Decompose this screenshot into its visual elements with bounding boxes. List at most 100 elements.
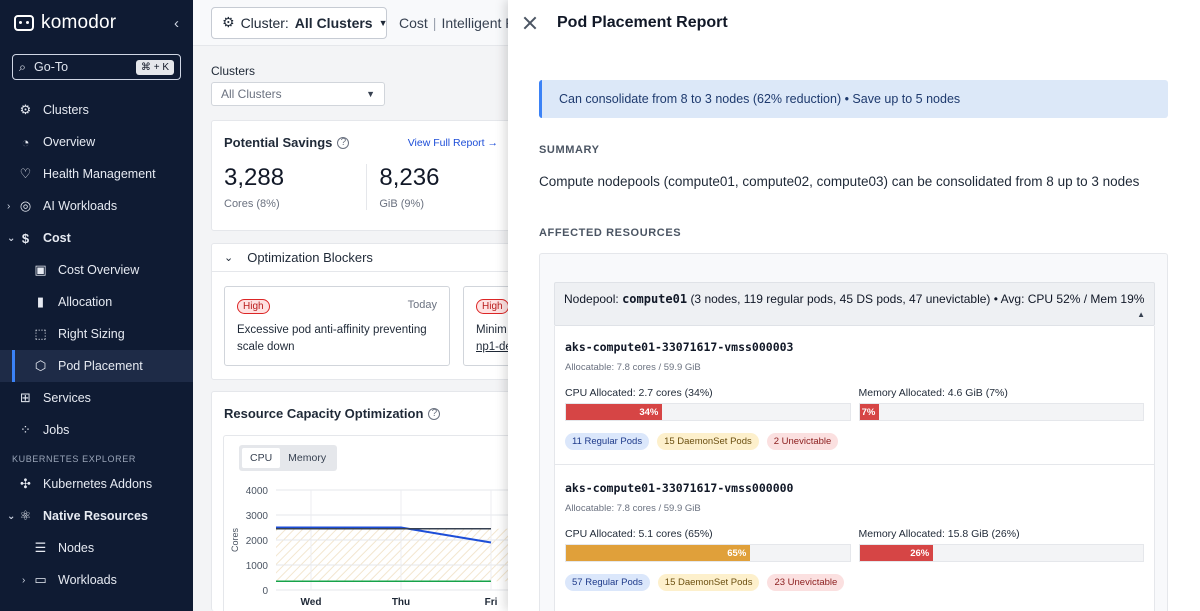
blocker-date: Today: [407, 299, 437, 311]
y-tick-label: 4000: [246, 486, 269, 497]
memory-bar-track: 7%: [858, 403, 1144, 421]
sidebar-item-cost-overview[interactable]: ▣ Cost Overview: [0, 254, 193, 286]
sidebar-item-cost[interactable]: ⌄ $ Cost: [0, 222, 193, 254]
komodor-logo[interactable]: komodor: [14, 12, 116, 34]
logo-text: komodor: [41, 12, 117, 33]
blocker-text: Excessive pod anti-affinity preventing s…: [237, 324, 427, 353]
cpu-allocation: CPU Allocated: 5.1 cores (65%) 65%: [565, 528, 851, 562]
sidebar-item-label: Native Resources: [43, 509, 148, 523]
gib-metric: 8,236 GiB (9%): [366, 164, 508, 210]
network-icon: ⚛: [19, 508, 32, 523]
blocker-card[interactable]: High Minim np1-de: [463, 286, 508, 366]
capacity-chart-container: CPU Memory 4000 3000 2000 1000 0 Cores Wed Thu F…: [223, 435, 508, 611]
sidebar-item-label: Right Sizing: [58, 327, 125, 341]
sidebar-item-health-management[interactable]: ♡ Health Management: [0, 158, 193, 190]
sidebar-header: komodor ‹: [0, 0, 193, 46]
sidebar-item-services[interactable]: ⊞ Services: [0, 382, 193, 414]
panel-title: Pod Placement Report: [557, 14, 728, 31]
chevron-down-icon[interactable]: ⌄: [7, 510, 16, 522]
breadcrumb-cost[interactable]: Cost: [399, 14, 428, 31]
severity-badge: High: [476, 299, 508, 314]
pod-placement-report-panel: Pod Placement Report Can consolidate fro…: [508, 0, 1200, 611]
sidebar-item-native-resources[interactable]: ⌄ ⚛ Native Resources: [0, 500, 193, 532]
cluster-selector[interactable]: ⚙ Cluster: All Clusters ▼: [211, 6, 388, 39]
close-icon[interactable]: [523, 16, 537, 30]
memory-bar-track: 26%: [858, 544, 1144, 562]
tab-memory[interactable]: Memory: [288, 452, 327, 464]
nodepool-details: (3 nodes, 119 regular pods, 45 DS pods, …: [690, 292, 1145, 306]
chevron-down-icon[interactable]: ⌄: [224, 252, 234, 264]
chevron-right-icon[interactable]: ›: [7, 200, 11, 212]
help-icon[interactable]: ?: [337, 136, 350, 149]
nodepool-nodes: aks-compute01-33071617-vmss000003 Alloca…: [554, 326, 1155, 611]
globe-icon: ◎: [19, 198, 32, 213]
cpu-allocation: CPU Allocated: 2.7 cores (34%) 34%: [565, 387, 851, 421]
resource-toggle: CPU Memory: [239, 445, 338, 471]
chevron-down-icon[interactable]: ⌄: [7, 232, 16, 244]
x-tick-label: Wed: [301, 597, 322, 608]
y-tick-label: 2000: [246, 536, 269, 547]
sidebar-item-workloads[interactable]: › ▭ Workloads: [0, 564, 193, 596]
sidebar-item-right-sizing[interactable]: ⬚ Right Sizing: [0, 318, 193, 350]
summary-text: Compute nodepools (compute01, compute02,…: [539, 174, 1140, 189]
cube-icon: ⬡: [34, 358, 47, 373]
sidebar-item-label: Services: [43, 391, 91, 405]
cores-label: Cores (8%): [224, 198, 280, 210]
grid-icon: ⊞: [20, 390, 31, 405]
sidebar-item-label: Health Management: [43, 167, 156, 181]
y-tick-label: 1000: [246, 561, 269, 572]
sidebar-item-label: Nodes: [58, 541, 95, 555]
cpu-bar-track: 34%: [565, 403, 851, 421]
sidebar-item-ai-workloads[interactable]: › ◎ AI Workloads: [0, 190, 193, 222]
sidebar-item-label: Cost: [43, 231, 71, 245]
sidebar-item-clusters[interactable]: ⚙ Clusters: [0, 94, 193, 126]
cluster-value: All Clusters: [294, 14, 373, 31]
tab-cpu[interactable]: CPU: [242, 448, 281, 468]
sidebar-item-allocation[interactable]: ▮ Allocation: [0, 286, 193, 318]
cpu-bar-track: 65%: [565, 544, 851, 562]
cpu-allocated-label: CPU Allocated: 5.1 cores (65%): [565, 528, 713, 540]
sidebar-item-label: Allocation: [58, 295, 113, 309]
affected-resources-box: Nodepool: compute01 (3 nodes, 119 regula…: [539, 253, 1168, 611]
chevron-right-icon[interactable]: ›: [22, 574, 26, 586]
resource-capacity-card: Resource Capacity Optimization ? CPU Mem…: [211, 391, 508, 611]
cluster-prefix: Cluster:: [240, 14, 289, 31]
sidebar-item-kubernetes-addons[interactable]: ✣ Kubernetes Addons: [0, 468, 193, 500]
view-full-report-link[interactable]: View Full Report →: [407, 136, 498, 149]
clusters-filter-select[interactable]: All Clusters ▼: [211, 82, 385, 106]
sidebar-item-label: Cost Overview: [58, 263, 140, 277]
blocker-text: Minim np1-de: [476, 324, 508, 353]
goto-search[interactable]: ⌕ Go-To ⌘ + K: [12, 54, 181, 80]
memory-bar-fill: 7%: [859, 404, 880, 420]
series-line: [276, 526, 492, 544]
sidebar-item-jobs[interactable]: ⁘ Jobs: [0, 414, 193, 446]
sidebar-item-label: Workloads: [58, 573, 117, 587]
sidebar-item-label: Kubernetes Addons: [43, 477, 153, 491]
clusters-icon: ⚙: [19, 102, 32, 117]
y-tick-label: 3000: [246, 511, 269, 522]
memory-allocated-label: Memory Allocated: 15.8 GiB (26%): [858, 528, 1020, 540]
help-icon[interactable]: ?: [428, 407, 441, 420]
cpu-bar-fill: 65%: [566, 545, 751, 561]
potential-savings-card: Potential Savings ? View Full Report → 3…: [211, 120, 508, 231]
y-axis-label: Cores: [230, 528, 240, 553]
cores-value: 3,288: [224, 164, 285, 191]
komodor-logo-icon: [14, 15, 34, 31]
collapse-arrow-icon[interactable]: ▲: [1137, 310, 1145, 319]
nodepool-header[interactable]: Nodepool: compute01 (3 nodes, 119 regula…: [554, 282, 1155, 326]
sidebar-item-nodes[interactable]: ☰ Nodes: [0, 532, 193, 564]
collapse-sidebar-icon[interactable]: ‹: [174, 14, 179, 32]
optimization-blockers-title: Optimization Blockers: [247, 250, 373, 265]
node-row: aks-compute01-33071617-vmss000003 Alloca…: [555, 340, 1154, 464]
caret-down-icon: ▼: [378, 17, 388, 28]
savings-region: [276, 528, 508, 582]
crop-icon: ⬚: [34, 326, 47, 341]
sidebar-item-pod-placement[interactable]: ⬡ Pod Placement: [0, 350, 193, 382]
breadcrumb-intelligent[interactable]: Intelligent P: [441, 14, 508, 31]
blocker-card[interactable]: High Today Excessive pod anti-affinity p…: [224, 286, 450, 366]
sidebar-item-overview[interactable]: ◔ Overview: [0, 126, 193, 158]
monitor-icon: ▭: [34, 572, 47, 587]
unevictable-badge: 2 Unevictable: [766, 433, 839, 450]
section-label-kubernetes-explorer: KUBERNETES EXPLORER: [12, 454, 136, 464]
daemonset-pods-badge: 15 DaemonSet Pods: [657, 433, 759, 450]
